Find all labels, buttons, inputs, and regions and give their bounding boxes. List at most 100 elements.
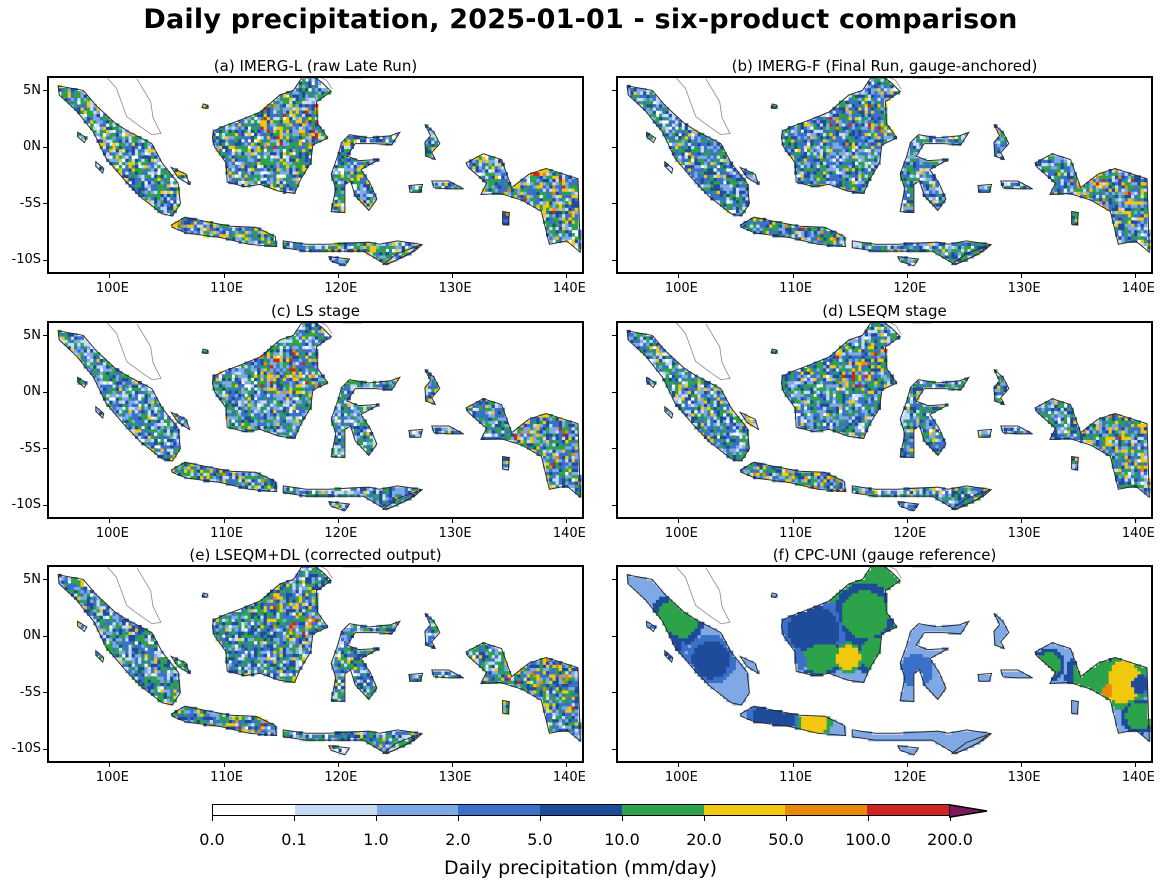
lon-tick-mark <box>1135 274 1137 278</box>
lon-tick-mark <box>452 274 454 278</box>
neighbor-coastline <box>889 323 902 335</box>
coastline-papua <box>465 153 581 254</box>
neighbor-coastline <box>320 567 333 579</box>
coastline-java <box>170 705 277 737</box>
lon-tick-label: 140E <box>1121 770 1155 785</box>
neighbor-coastline <box>107 323 162 381</box>
coastline-sumba <box>897 501 920 512</box>
lon-tick-label: 110E <box>210 770 244 785</box>
lon-tick-label: 120E <box>893 770 927 785</box>
panel-title-d: (d) LSEQM stage <box>822 302 947 320</box>
colorbar-tick-mark <box>949 816 951 821</box>
lat-tick-mark <box>43 146 47 148</box>
colorbar-tick-label: 200.0 <box>927 830 973 849</box>
coastline-mentawai <box>95 649 105 663</box>
colorbar-tick-mark <box>621 816 623 821</box>
lon-tick-label: 110E <box>779 281 813 296</box>
lon-tick-label: 100E <box>664 281 698 296</box>
coastline-sumatra <box>57 330 181 462</box>
coastline-sumatra <box>626 574 750 706</box>
coastline-natuna <box>201 348 209 355</box>
coastline-buru <box>977 428 993 438</box>
lat-tick-mark <box>43 391 47 393</box>
lon-tick-mark <box>223 519 225 523</box>
lon-tick-mark <box>566 519 568 523</box>
precipitation-field <box>58 567 582 756</box>
coastline-aru <box>1071 455 1079 471</box>
lon-tick-label: 120E <box>324 281 358 296</box>
lat-tick-label: 5N <box>23 82 41 98</box>
lon-tick-mark <box>1021 519 1023 523</box>
coastline-buru <box>408 672 424 682</box>
coastline-sumatra <box>626 330 750 462</box>
coastline-mentawai <box>95 160 105 174</box>
colorbar-segment <box>294 805 377 815</box>
colorbar-segment <box>621 805 704 815</box>
neighbor-coastline <box>676 78 731 136</box>
coastline-bangka <box>169 655 191 675</box>
coastline-sulawesi <box>899 620 971 703</box>
coastline-sumba <box>897 745 920 756</box>
coastline-papua <box>465 398 581 499</box>
coastline-borneo <box>211 323 332 439</box>
coastline-papua <box>465 642 581 743</box>
lat-tick-mark <box>43 448 47 450</box>
precipitation-map-c <box>57 323 582 512</box>
panel-title-b: (b) IMERG-F (Final Run, gauge-anchored) <box>731 57 1038 75</box>
precipitation-map-f <box>626 567 1151 756</box>
lat-tick-mark <box>612 259 616 261</box>
coastline-natuna <box>770 103 778 110</box>
lat-tick-label: 0N <box>23 384 41 400</box>
colorbar-extend-arrow <box>949 804 988 818</box>
figure-title: Daily precipitation, 2025-01-01 - six-pr… <box>143 4 1018 35</box>
coastline-seram <box>1000 669 1033 679</box>
coastline-sulawesi <box>330 620 402 703</box>
coastline-java <box>739 461 846 493</box>
lat-tick-mark <box>612 391 616 393</box>
lon-tick-label: 120E <box>324 770 358 785</box>
lon-tick-mark <box>1021 274 1023 278</box>
lat-tick-mark <box>612 146 616 148</box>
lat-tick-mark <box>612 504 616 506</box>
lon-tick-label: 100E <box>95 526 129 541</box>
coastline-halmahera <box>993 369 1010 406</box>
colorbar-tick-label: 0.0 <box>199 830 225 849</box>
colorbar-tick-label: 1.0 <box>363 830 389 849</box>
coastline-aru <box>1071 699 1079 715</box>
panel-title-c: (c) LS stage <box>270 302 360 320</box>
lon-tick-mark <box>906 274 908 278</box>
lon-tick-label: 130E <box>1007 770 1041 785</box>
lon-tick-mark <box>792 519 794 523</box>
coastline-bangka <box>738 655 760 675</box>
lon-tick-mark <box>337 763 339 767</box>
colorbar-tick-label: 20.0 <box>686 830 722 849</box>
precipitation-map-a <box>57 78 582 267</box>
coastline-halmahera <box>424 613 441 650</box>
coastline-papua <box>1034 153 1150 254</box>
lon-tick-label: 140E <box>552 281 586 296</box>
coastline-lesser <box>851 485 991 511</box>
coastline-sumba <box>897 256 920 267</box>
colorbar-segment <box>540 805 622 815</box>
colorbar-segment <box>458 805 541 815</box>
coastline-sulawesi <box>899 376 971 459</box>
lat-tick-mark <box>43 259 47 261</box>
coastline-natuna <box>201 103 209 110</box>
precipitation-map-e <box>57 567 582 756</box>
coastline-sumba <box>328 256 351 267</box>
lat-tick-mark <box>612 635 616 637</box>
lat-tick-mark <box>43 90 47 92</box>
coastline-nias <box>77 620 88 633</box>
lon-tick-label: 110E <box>210 281 244 296</box>
coastline-buru <box>408 428 424 438</box>
map-panel-d <box>616 321 1153 519</box>
colorbar-tick-mark <box>293 816 295 821</box>
lon-tick-mark <box>337 274 339 278</box>
colorbar-tick-label: 50.0 <box>768 830 804 849</box>
neighbor-coastline <box>107 78 162 136</box>
precipitation-field <box>627 567 1151 756</box>
coastline-bangka <box>738 411 760 431</box>
colorbar-tick-label: 100.0 <box>845 830 891 849</box>
coastline-lesser <box>282 485 422 511</box>
lat-tick-mark <box>612 748 616 750</box>
